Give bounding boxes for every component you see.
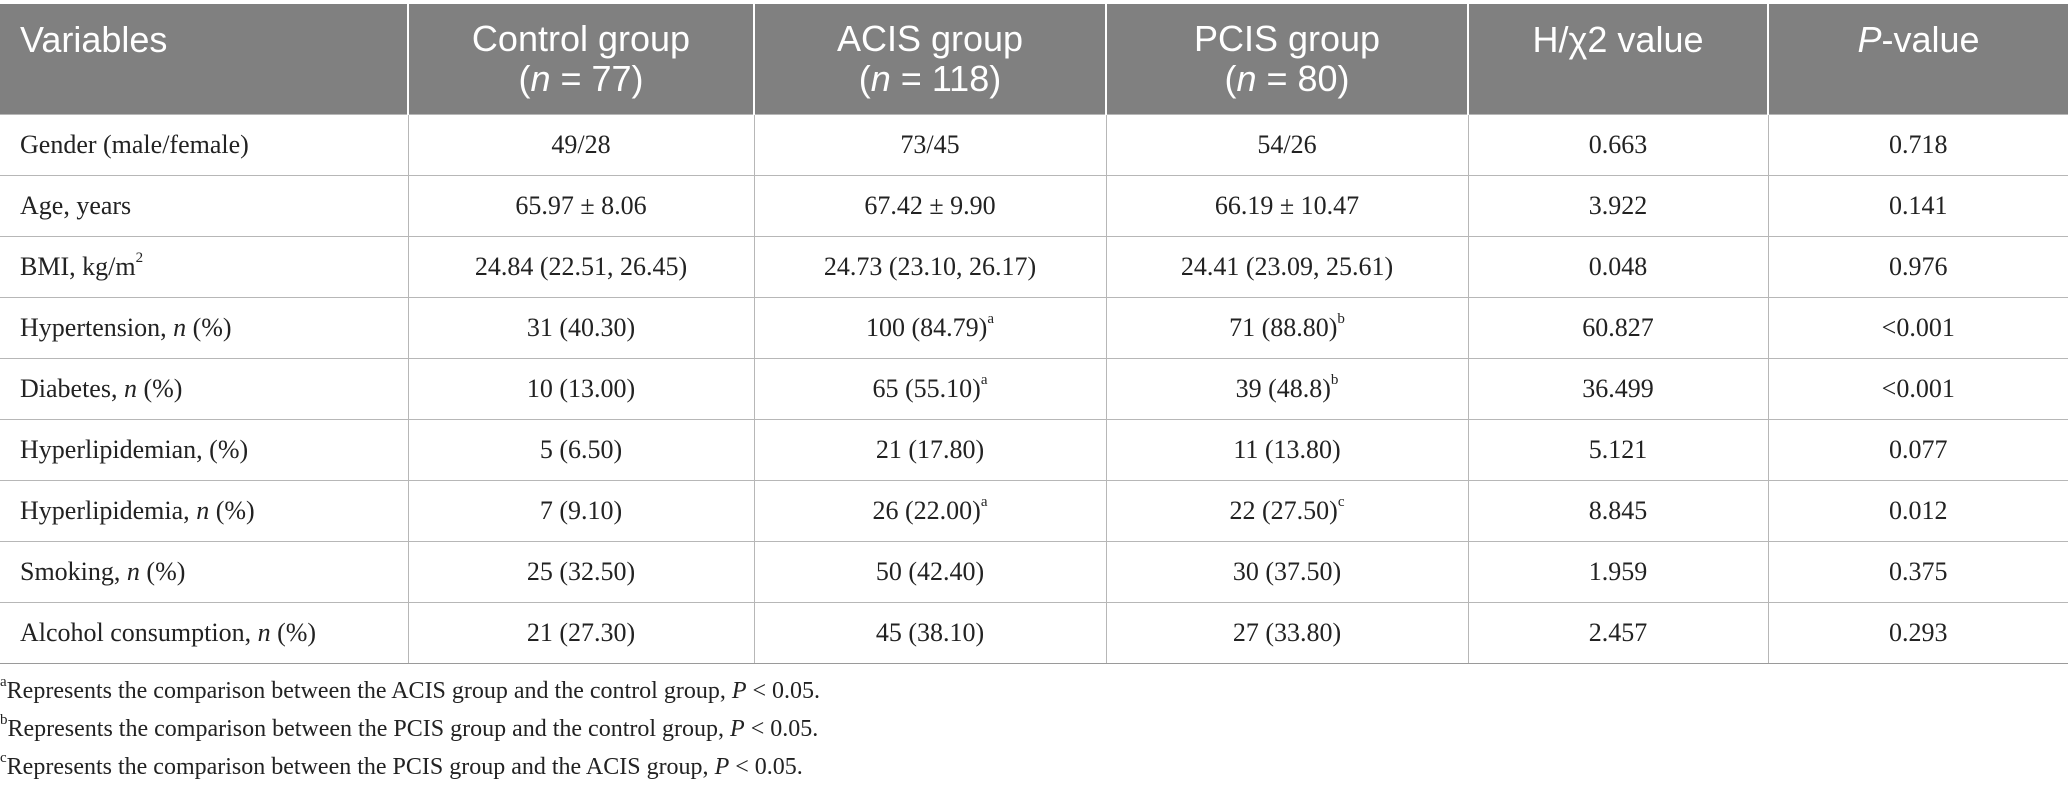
cell-h-chi2-value: 1.959: [1467, 541, 1769, 603]
cell-acis-group: 24.73 (23.10, 26.17): [753, 236, 1107, 298]
variable-label: Gender (male/female): [0, 114, 409, 176]
cell-control-group: 49/28: [407, 114, 755, 176]
cell-p-value: 0.141: [1767, 175, 2068, 237]
header-label: Control group: [471, 18, 691, 59]
header-variables: Variables: [0, 4, 408, 115]
cell-h-chi2-value: 0.048: [1467, 236, 1769, 298]
baseline-characteristics-table: Variables Control group (n = 77) ACIS gr…: [0, 4, 2068, 664]
header-label: H/χ2 value: [1532, 19, 1704, 60]
cell-h-chi2-value: 2.457: [1467, 602, 1769, 664]
table-row: Hypertension, n (%) 31 (40.30) 100 (84.79)…: [0, 297, 2068, 359]
cell-acis-group: 73/45: [753, 114, 1107, 176]
header-label: P-value: [1857, 19, 1980, 60]
header-row: Variables Control group (n = 77) ACIS gr…: [0, 4, 2068, 115]
footnote-c: cRepresents the comparison between the P…: [0, 750, 803, 781]
cell-p-value: 0.976: [1767, 236, 2068, 298]
cell-pcis-group: 24.41 (23.09, 25.61): [1105, 236, 1469, 298]
variable-label: Alcohol consumption, n (%): [0, 602, 409, 664]
cell-control-group: 5 (6.50): [407, 419, 755, 481]
header-label: PCIS group: [1193, 18, 1381, 59]
variable-label: Hyperlipidemia, n (%): [0, 480, 409, 542]
cell-p-value: 0.077: [1767, 419, 2068, 481]
cell-p-value: 0.293: [1767, 602, 2068, 664]
cell-p-value: <0.001: [1767, 358, 2068, 420]
cell-pcis-group: 30 (37.50): [1105, 541, 1469, 603]
cell-control-group: 7 (9.10): [407, 480, 755, 542]
cell-control-group: 65.97 ± 8.06: [407, 175, 755, 237]
variable-label: Hyperlipidemian, (%): [0, 419, 409, 481]
header-n: (n = 80): [1224, 58, 1350, 99]
cell-acis-group: 65 (55.10)a: [753, 358, 1107, 420]
header-n: (n = 77): [518, 58, 644, 99]
cell-pcis-group: 71 (88.80)b: [1105, 297, 1469, 359]
table-row: Gender (male/female) 49/28 73/45 54/26 0.663…: [0, 114, 2068, 176]
cell-pcis-group: 22 (27.50)c: [1105, 480, 1469, 542]
table-row: Age, years 65.97 ± 8.06 67.42 ± 9.90 66.19 …: [0, 175, 2068, 237]
cell-control-group: 21 (27.30): [407, 602, 755, 664]
footnote-b: bRepresents the comparison between the P…: [0, 712, 819, 743]
cell-pcis-group: 54/26: [1105, 114, 1469, 176]
cell-control-group: 25 (32.50): [407, 541, 755, 603]
cell-h-chi2-value: 0.663: [1467, 114, 1769, 176]
variable-label: Age, years: [0, 175, 409, 237]
cell-acis-group: 50 (42.40): [753, 541, 1107, 603]
cell-control-group: 24.84 (22.51, 26.45): [407, 236, 755, 298]
cell-pcis-group: 66.19 ± 10.47: [1105, 175, 1469, 237]
header-control-group: Control group (n = 77): [407, 4, 754, 115]
cell-acis-group: 67.42 ± 9.90: [753, 175, 1107, 237]
footnotes: aRepresents the comparison between the A…: [0, 672, 2068, 786]
cell-p-value: 0.012: [1767, 480, 2068, 542]
cell-p-value: <0.001: [1767, 297, 2068, 359]
table-row: Smoking, n (%) 25 (32.50) 50 (42.40) 30 (37…: [0, 541, 2068, 603]
cell-p-value: 0.718: [1767, 114, 2068, 176]
cell-acis-group: 21 (17.80): [753, 419, 1107, 481]
table-row: Hyperlipidemian, (%) 5 (6.50) 21 (17.80) 11…: [0, 419, 2068, 481]
cell-pcis-group: 11 (13.80): [1105, 419, 1469, 481]
header-n: (n = 118): [858, 58, 1002, 99]
variable-label: Hypertension, n (%): [0, 297, 409, 359]
table-row: Hyperlipidemia, n (%) 7 (9.10) 26 (22.00)a…: [0, 480, 2068, 542]
cell-control-group: 31 (40.30): [407, 297, 755, 359]
cell-control-group: 10 (13.00): [407, 358, 755, 420]
table-row: BMI, kg/m2 24.84 (22.51, 26.45) 24.73 (23.…: [0, 236, 2068, 298]
variable-label: Smoking, n (%): [0, 541, 409, 603]
header-label: ACIS group: [836, 18, 1024, 59]
cell-acis-group: 45 (38.10): [753, 602, 1107, 664]
variable-label: Diabetes, n (%): [0, 358, 409, 420]
cell-h-chi2-value: 60.827: [1467, 297, 1769, 359]
cell-h-chi2-value: 8.845: [1467, 480, 1769, 542]
table-row: Alcohol consumption, n (%) 21 (27.30) 45 (…: [0, 602, 2068, 664]
header-pcis-group: PCIS group (n = 80): [1105, 4, 1468, 115]
cell-h-chi2-value: 3.922: [1467, 175, 1769, 237]
header-p-value: P-value: [1767, 4, 2068, 115]
header-label: Variables: [20, 19, 168, 60]
cell-acis-group: 26 (22.00)a: [753, 480, 1107, 542]
cell-pcis-group: 39 (48.8)b: [1105, 358, 1469, 420]
cell-acis-group: 100 (84.79)a: [753, 297, 1107, 359]
cell-h-chi2-value: 36.499: [1467, 358, 1769, 420]
cell-p-value: 0.375: [1767, 541, 2068, 603]
cell-pcis-group: 27 (33.80): [1105, 602, 1469, 664]
header-acis-group: ACIS group (n = 118): [753, 4, 1106, 115]
cell-h-chi2-value: 5.121: [1467, 419, 1769, 481]
variable-label: BMI, kg/m2: [0, 236, 409, 298]
header-h-chi2-value: H/χ2 value: [1467, 4, 1768, 115]
footnote-a: aRepresents the comparison between the A…: [0, 674, 821, 705]
table-row: Diabetes, n (%) 10 (13.00) 65 (55.10)a 39 (…: [0, 358, 2068, 420]
